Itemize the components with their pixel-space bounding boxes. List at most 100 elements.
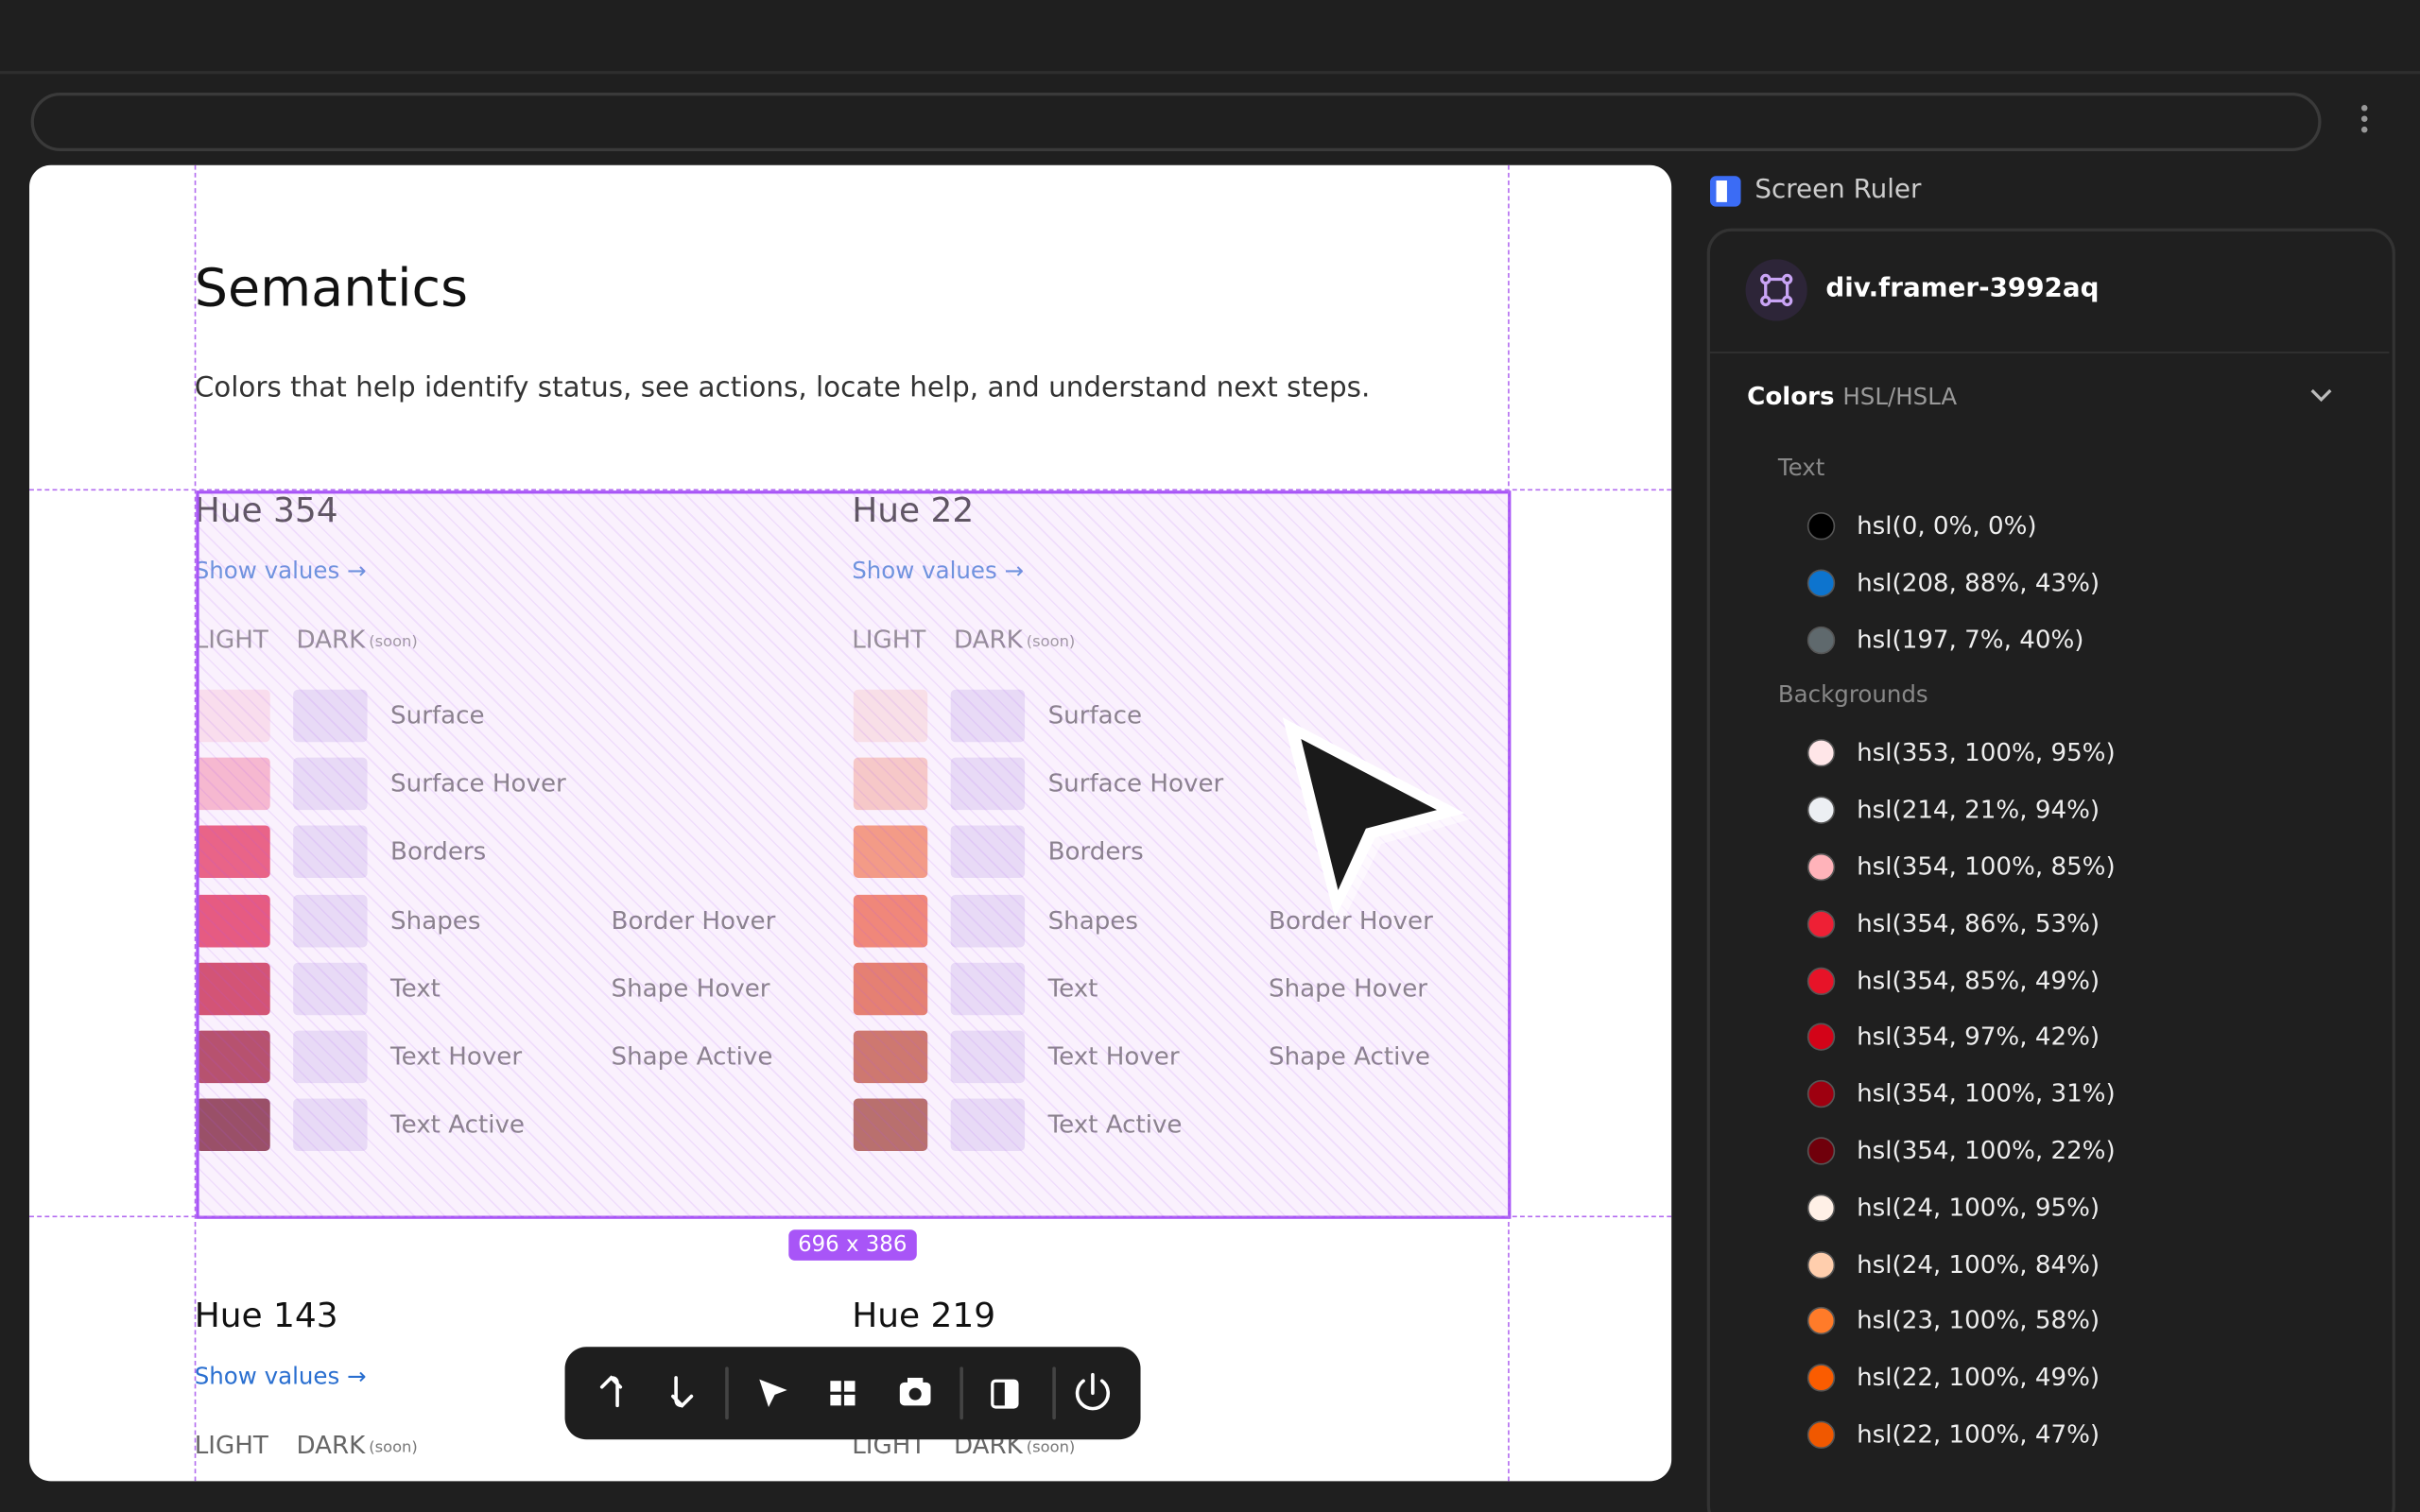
row-label: Text Active bbox=[390, 1109, 525, 1140]
show-values-link[interactable]: Show values → bbox=[852, 557, 1025, 585]
size-badge: 696 x 386 bbox=[788, 1229, 917, 1261]
color-value[interactable]: hsl(354, 100%, 85%) bbox=[1857, 851, 2116, 882]
row-label: Borders bbox=[1047, 836, 1144, 867]
color-dot bbox=[1806, 1364, 1836, 1392]
row-label: Text Hover bbox=[390, 1041, 523, 1072]
color-dot bbox=[1806, 796, 1836, 825]
row-label: Text Active bbox=[1047, 1109, 1183, 1140]
soon-label: (soon) bbox=[369, 1439, 418, 1457]
color-value[interactable]: hsl(22, 100%, 49%) bbox=[1857, 1362, 2100, 1392]
soon-label: (soon) bbox=[1026, 634, 1076, 651]
dark-swatch bbox=[293, 689, 368, 743]
guide-line bbox=[194, 164, 197, 1482]
group-label: Text bbox=[1777, 453, 1825, 482]
dark-swatch bbox=[293, 962, 368, 1015]
light-swatch bbox=[853, 962, 928, 1015]
color-value[interactable]: hsl(354, 86%, 53%) bbox=[1857, 908, 2100, 938]
color-value[interactable]: hsl(208, 88%, 43%) bbox=[1857, 567, 2100, 597]
window-edge bbox=[0, 71, 2420, 75]
light-swatch bbox=[853, 689, 928, 743]
dark-swatch bbox=[950, 894, 1026, 947]
hue-title: Hue 22 bbox=[852, 491, 975, 531]
color-value[interactable]: hsl(354, 97%, 42%) bbox=[1857, 1022, 2100, 1052]
section-title[interactable]: Colors bbox=[1747, 381, 1835, 411]
color-value[interactable]: hsl(0, 0%, 0%) bbox=[1857, 510, 2037, 541]
color-value[interactable]: hsl(23, 100%, 58%) bbox=[1857, 1305, 2100, 1335]
color-dot bbox=[1806, 1023, 1836, 1052]
color-value[interactable]: hsl(214, 21%, 94%) bbox=[1857, 795, 2100, 825]
show-values-link[interactable]: Show values → bbox=[194, 1362, 367, 1391]
light-swatch bbox=[196, 1098, 270, 1152]
web-page: Semantics Colors that help identify stat… bbox=[29, 164, 1672, 1482]
light-swatch bbox=[853, 757, 928, 811]
row-label: Shape Hover bbox=[611, 972, 770, 1003]
row-label: Text Hover bbox=[1047, 1041, 1180, 1072]
panel-icon[interactable] bbox=[991, 1379, 1019, 1409]
power-icon[interactable] bbox=[1075, 1372, 1110, 1411]
description: Colors that help identify status, see ac… bbox=[194, 371, 1371, 404]
light-swatch bbox=[196, 962, 270, 1015]
redo-icon[interactable] bbox=[671, 1376, 694, 1408]
toolbar bbox=[564, 1347, 1141, 1440]
row-label: Borders bbox=[390, 836, 487, 867]
format-label[interactable]: HSL/HSLA bbox=[1842, 382, 1958, 411]
light-swatch bbox=[196, 689, 270, 743]
row-label: Surface Hover bbox=[390, 768, 566, 799]
dark-label: DARK bbox=[296, 625, 366, 655]
hue-title: Hue 143 bbox=[194, 1297, 338, 1336]
color-dot bbox=[1806, 967, 1836, 995]
light-swatch bbox=[196, 1030, 270, 1084]
color-value[interactable]: hsl(24, 100%, 84%) bbox=[1857, 1248, 2100, 1279]
hue-title: Hue 354 bbox=[194, 491, 338, 531]
color-value[interactable]: hsl(353, 100%, 95%) bbox=[1857, 738, 2116, 768]
menu-button[interactable] bbox=[2355, 102, 2374, 136]
show-values-link[interactable]: Show values → bbox=[194, 557, 367, 585]
heading: Semantics bbox=[194, 257, 469, 319]
camera-icon[interactable] bbox=[899, 1377, 931, 1406]
light-swatch bbox=[853, 894, 928, 947]
cursor bbox=[1282, 717, 1471, 921]
light-label: LIGHT bbox=[194, 625, 268, 655]
guide-line bbox=[29, 1215, 1672, 1218]
light-label: LIGHT bbox=[852, 625, 926, 655]
group-label: Backgrounds bbox=[1777, 680, 1928, 710]
color-value[interactable]: hsl(354, 100%, 31%) bbox=[1857, 1078, 2116, 1108]
soon-label: (soon) bbox=[369, 634, 418, 651]
row-label: Shape Hover bbox=[1269, 972, 1428, 1003]
color-dot bbox=[1806, 626, 1836, 654]
divider bbox=[1709, 352, 2390, 353]
dark-label: DARK bbox=[296, 1430, 366, 1460]
color-dot bbox=[1806, 1420, 1836, 1450]
guide-line bbox=[1508, 164, 1510, 1482]
toolbar-icons bbox=[599, 1366, 1110, 1420]
soon-label: (soon) bbox=[1026, 1439, 1076, 1457]
light-label: LIGHT bbox=[194, 1430, 268, 1460]
dark-swatch bbox=[293, 826, 368, 879]
color-dot bbox=[1806, 1250, 1836, 1279]
dark-swatch bbox=[293, 894, 368, 947]
dark-swatch bbox=[293, 1030, 368, 1084]
color-value[interactable]: hsl(22, 100%, 47%) bbox=[1857, 1419, 2100, 1450]
light-swatch bbox=[853, 1030, 928, 1084]
hue-title: Hue 219 bbox=[852, 1297, 996, 1336]
color-dot bbox=[1806, 1307, 1836, 1335]
light-swatch bbox=[853, 1098, 928, 1152]
undo-icon[interactable] bbox=[599, 1375, 623, 1408]
color-value[interactable]: hsl(197, 7%, 40%) bbox=[1857, 624, 2084, 654]
color-value[interactable]: hsl(354, 100%, 22%) bbox=[1857, 1135, 2116, 1165]
color-dot bbox=[1806, 1194, 1836, 1222]
light-swatch bbox=[196, 757, 270, 811]
color-value[interactable]: hsl(24, 100%, 95%) bbox=[1857, 1192, 2100, 1222]
row-label: Shape Active bbox=[1269, 1041, 1430, 1072]
color-dot bbox=[1806, 852, 1836, 882]
chevron[interactable] bbox=[2308, 386, 2333, 404]
grid-icon[interactable] bbox=[830, 1381, 856, 1406]
dark-swatch bbox=[293, 757, 368, 811]
panel bbox=[1706, 228, 2395, 1512]
color-value[interactable]: hsl(354, 85%, 49%) bbox=[1857, 965, 2100, 995]
select-icon[interactable] bbox=[759, 1379, 787, 1407]
row-label: Shape Active bbox=[611, 1041, 773, 1072]
panel-title: Screen Ruler bbox=[1754, 174, 1922, 206]
address-bar[interactable] bbox=[30, 92, 2322, 151]
